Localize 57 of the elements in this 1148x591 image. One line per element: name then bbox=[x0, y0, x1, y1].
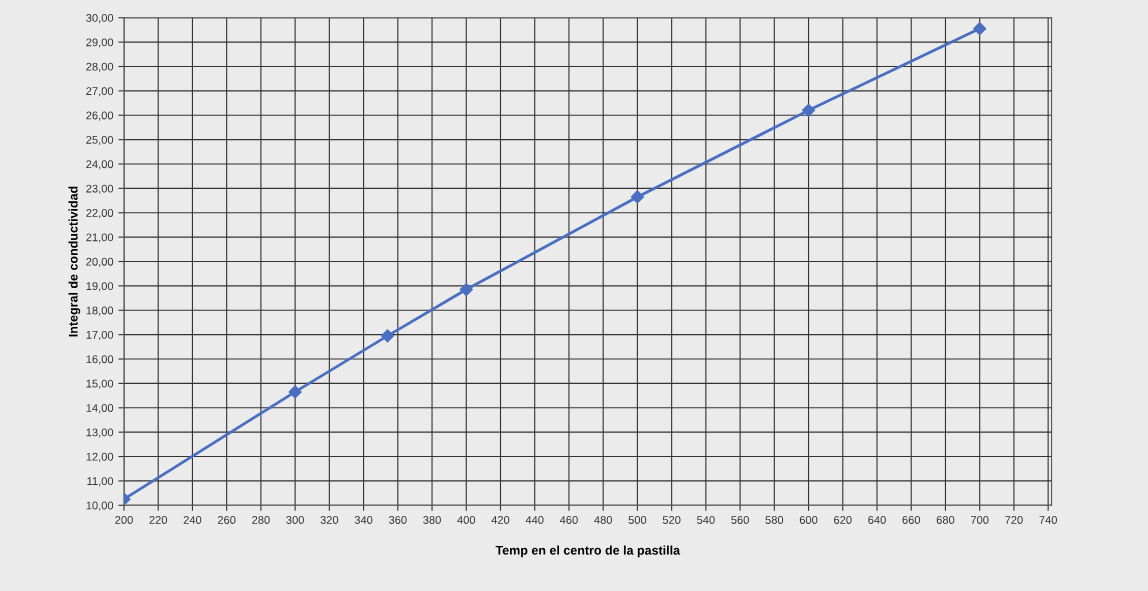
y-tick-label: 22,00 bbox=[86, 209, 114, 219]
y-tick-label: 13,00 bbox=[86, 428, 114, 438]
y-tick-label: 28,00 bbox=[86, 62, 114, 72]
y-tick-label: 14,00 bbox=[86, 404, 114, 414]
point bbox=[459, 282, 473, 297]
y-axis-title: Integral de conductividad bbox=[68, 186, 81, 337]
y-tick-label: 18,00 bbox=[86, 306, 114, 316]
x-tick-label: 380 bbox=[423, 516, 441, 524]
x-tick-label: 220 bbox=[149, 516, 168, 524]
x-tick-label: 660 bbox=[902, 516, 921, 524]
point bbox=[630, 190, 644, 204]
x-tick-label: 700 bbox=[970, 516, 989, 524]
point bbox=[380, 329, 395, 343]
x-tick-label: 400 bbox=[457, 516, 476, 524]
y-tick-label: 19,00 bbox=[86, 282, 114, 292]
x-tick-label: 440 bbox=[525, 516, 544, 524]
x-tick-label: 460 bbox=[559, 516, 578, 524]
y-tick-label: 27,00 bbox=[86, 87, 114, 97]
point bbox=[973, 22, 987, 36]
y-tick-label: 11,00 bbox=[87, 477, 114, 487]
x-tick-label: 280 bbox=[252, 516, 270, 524]
x-tick-label: 500 bbox=[628, 516, 647, 524]
x-tick-label: 600 bbox=[799, 516, 818, 524]
x-tick-label: 480 bbox=[594, 516, 613, 524]
y-tick-label: 17,00 bbox=[86, 330, 114, 341]
y-tick-label: 15,00 bbox=[86, 379, 114, 389]
y-tick-label: 30,00 bbox=[86, 14, 114, 24]
y-tick-label: 16,00 bbox=[86, 355, 114, 365]
x-tick-label: 720 bbox=[1005, 516, 1023, 524]
y-tick-label: 10,00 bbox=[86, 501, 114, 511]
x-tick-label: 680 bbox=[936, 516, 955, 524]
x-tick-label: 420 bbox=[491, 516, 510, 524]
x-tick-label: 340 bbox=[354, 516, 373, 524]
x-tick-label: 620 bbox=[834, 516, 852, 524]
point bbox=[288, 385, 302, 399]
y-tick-label: 24,00 bbox=[86, 160, 114, 170]
x-tick-label: 320 bbox=[320, 516, 339, 524]
y-tick-label: 20,00 bbox=[86, 257, 114, 267]
x-tick-label: 300 bbox=[286, 516, 304, 524]
x-tick-label: 640 bbox=[868, 516, 886, 524]
y-tick-label: 21,00 bbox=[86, 233, 114, 243]
x-tick-label: 520 bbox=[662, 516, 681, 524]
y-tick-label: 25,00 bbox=[86, 135, 114, 146]
x-tick-label: 360 bbox=[388, 516, 407, 524]
x-tick-label: 580 bbox=[765, 516, 784, 524]
y-tick-label: 12,00 bbox=[86, 452, 114, 462]
x-tick-label: 260 bbox=[217, 516, 236, 524]
x-tick-label: 740 bbox=[1039, 516, 1057, 524]
x-tick-label: 560 bbox=[731, 516, 749, 524]
x-tick-label: 540 bbox=[697, 516, 715, 524]
point bbox=[801, 103, 816, 117]
x-tick-label: 240 bbox=[183, 516, 202, 524]
y-tick-label: 23,00 bbox=[86, 184, 114, 194]
x-tick-label: 200 bbox=[115, 516, 133, 524]
y-tick-label: 29,00 bbox=[86, 38, 114, 48]
y-tick-label: 26,00 bbox=[86, 111, 114, 121]
x-axis-title: Temp en el centro de la pastilla bbox=[495, 545, 681, 558]
